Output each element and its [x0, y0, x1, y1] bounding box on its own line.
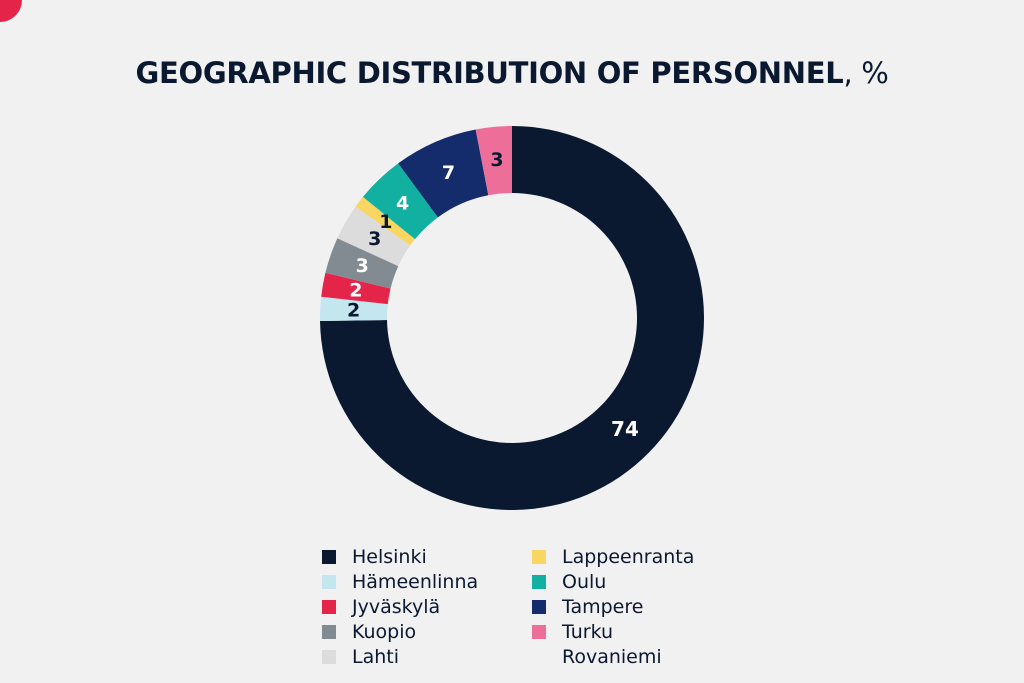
legend-item-rovaniemi: Rovaniemi: [532, 646, 662, 668]
slice-lahti: [337, 206, 411, 267]
slice-oulu: [362, 163, 438, 240]
legend-swatch: [322, 650, 336, 664]
legend-item-hameenlinna: Hämeenlinna: [322, 571, 478, 593]
data-label-hameenlinna: 2: [347, 299, 360, 321]
legend-swatch: [322, 600, 336, 614]
data-label-tampere: 7: [442, 162, 455, 184]
slice-hameenlinna: [320, 296, 388, 322]
data-label-lahti: 3: [368, 228, 381, 250]
legend-label: Lappeenranta: [562, 546, 695, 568]
chart-title: GEOGRAPHIC DISTRIBUTION OF PERSONNEL, %: [0, 56, 1024, 90]
data-label-helsinki: 74: [611, 417, 639, 441]
legend-swatch: [322, 575, 336, 589]
legend-swatch: [322, 550, 336, 564]
slice-tampere: [398, 129, 489, 218]
legend-swatch: [322, 625, 336, 639]
legend-item-kuopio: Kuopio: [322, 621, 416, 643]
legend-item-helsinki: Helsinki: [322, 546, 427, 568]
legend-label: Hämeenlinna: [352, 571, 479, 593]
legend-swatch: [532, 600, 546, 614]
legend-swatch: [532, 550, 546, 564]
legend-swatch: [532, 575, 546, 589]
legend-item-lappeenranta: Lappeenranta: [532, 546, 694, 568]
legend-item-oulu: Oulu: [532, 571, 606, 593]
legend-label: Rovaniemi: [562, 646, 662, 668]
legend-label: Lahti: [352, 646, 399, 668]
data-label-jyvaskyla: 2: [349, 279, 362, 301]
legend-label: Turku: [562, 621, 614, 643]
data-label-kuopio: 3: [356, 255, 369, 277]
chart-title-unit: , %: [843, 56, 889, 90]
slice-turku: [475, 126, 512, 196]
data-label-oulu: 4: [396, 192, 409, 214]
slice-kuopio: [325, 238, 399, 289]
slice-helsinki: [320, 126, 704, 510]
legend-label: Helsinki: [352, 546, 427, 568]
legend-swatch: [532, 650, 546, 664]
legend-label: Oulu: [562, 571, 607, 593]
legend-label: Jyväskylä: [352, 596, 441, 618]
chart-title-main: GEOGRAPHIC DISTRIBUTION OF PERSONNEL: [135, 56, 844, 90]
legend-item-lahti: Lahti: [322, 646, 399, 668]
legend-item-jyvaskyla: Jyväskylä: [322, 596, 440, 618]
chart-legend: Helsinki Hämeenlinna Jyväskylä Kuopio Lahti L…: [0, 546, 1024, 676]
legend-item-turku: Turku: [532, 621, 613, 643]
slice-jyvaskyla: [321, 272, 391, 305]
legend-label: Tampere: [562, 596, 644, 618]
legend-item-tampere: Tampere: [532, 596, 643, 618]
data-label-lappeenranta: 1: [379, 211, 392, 233]
slice-lappeenranta: [355, 196, 415, 246]
data-label-turku: 3: [490, 149, 503, 171]
legend-swatch: [532, 625, 546, 639]
legend-label: Kuopio: [352, 621, 417, 643]
